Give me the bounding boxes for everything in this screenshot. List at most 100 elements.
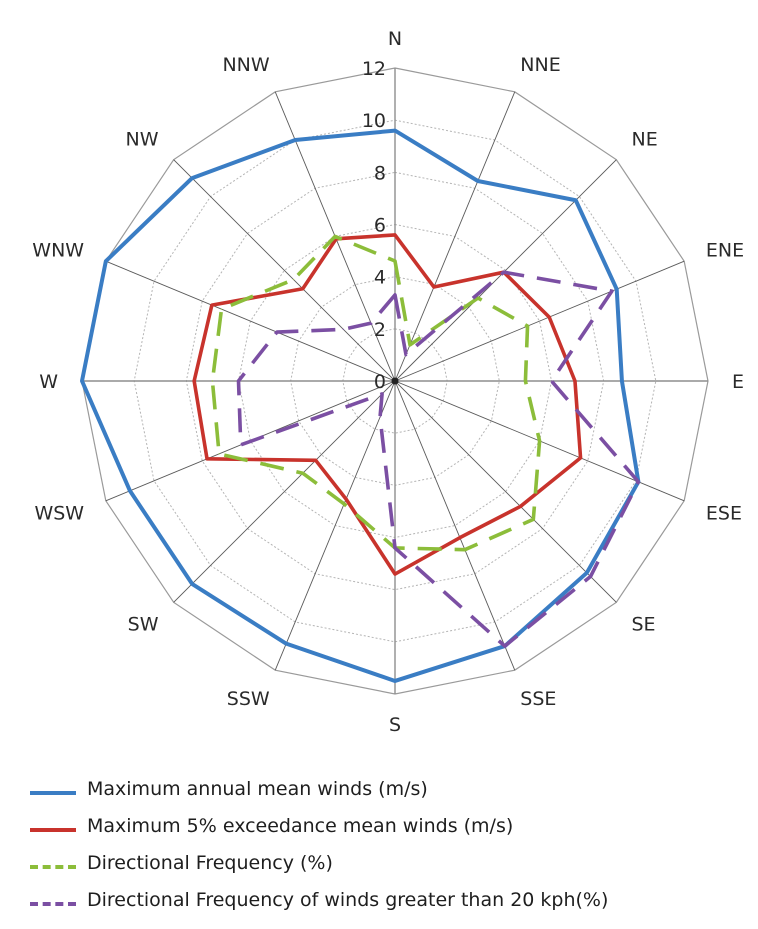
- direction-label-sw: SW: [128, 614, 159, 636]
- direction-label-ene: ENE: [706, 240, 744, 262]
- direction-labels: N NNE NE ENE E ESE SE SSE S SSW SW WSW W WNW NW NNW: [32, 28, 744, 736]
- direction-label-s: S: [389, 714, 401, 736]
- series-point-sse: [464, 549, 466, 551]
- series-point-nne: [409, 344, 411, 346]
- legend-label-exceedance: Maximum 5% exceedance mean winds (m/s): [87, 815, 514, 837]
- series-point-ene: [611, 290, 613, 292]
- direction-label-nw: NW: [126, 129, 159, 151]
- radial-tick-label: 4: [374, 267, 386, 289]
- series-point-sw: [381, 393, 383, 395]
- series-point-nw: [191, 177, 193, 179]
- series-point-se: [586, 572, 588, 574]
- series-point-ene: [526, 325, 529, 327]
- legend-label-annual-mean: Maximum annual mean winds (m/s): [87, 778, 428, 800]
- series-point-ssw: [343, 503, 345, 505]
- series-point-n: [394, 294, 396, 296]
- series-point-w: [237, 380, 240, 382]
- grid-spoke-ssw: [274, 380, 396, 671]
- series-point-nne: [433, 286, 435, 288]
- series-point-wsw: [240, 444, 242, 446]
- grid-spoke-nne: [394, 91, 516, 382]
- series-point-nnw: [334, 235, 336, 238]
- series-line: [192, 233, 583, 576]
- series-maximum-5-exceedance-mean-winds-m-s: [192, 233, 583, 576]
- legend-swatch-exceedance: [30, 828, 76, 832]
- legend-swatch-frequency: [30, 865, 76, 869]
- series-point-ese: [579, 457, 582, 459]
- series-point-w: [81, 380, 83, 382]
- grid-ring: [133, 119, 657, 643]
- series-point-n: [394, 130, 396, 132]
- grid-spoke-sse: [394, 380, 516, 671]
- series-point-se: [589, 575, 592, 578]
- grid-spoke-se: [394, 380, 617, 603]
- series-point-sw: [315, 459, 317, 461]
- series-point-ne: [503, 271, 505, 273]
- series-point-se: [532, 518, 534, 520]
- legend-item-exceedance: Maximum 5% exceedance mean winds (m/s): [30, 811, 750, 848]
- series-point-wsw: [206, 458, 208, 460]
- radial-tick-label: 12: [362, 58, 386, 80]
- series-point-nw: [302, 288, 304, 290]
- legend-swatch-frequency-20kph: [30, 902, 76, 906]
- series-point-ene: [616, 288, 618, 290]
- direction-label-e: E: [732, 371, 744, 393]
- grid-ring: [185, 171, 605, 591]
- series-point-nnw: [370, 322, 372, 324]
- series-point-wnw: [211, 304, 213, 306]
- radial-tick-label: 0: [374, 371, 386, 393]
- direction-label-w: W: [39, 371, 58, 393]
- legend-label-frequency-20kph: Directional Frequency of winds greater t…: [87, 889, 609, 911]
- series-point-nw: [342, 328, 344, 330]
- direction-label-ese: ESE: [706, 502, 742, 524]
- legend-item-annual-mean: Maximum annual mean winds (m/s): [30, 774, 750, 811]
- series-point-w: [193, 380, 195, 382]
- series-point-wnw: [276, 331, 278, 333]
- radial-tick-label: 2: [374, 319, 386, 341]
- legend: Maximum annual mean winds (m/s) Maximum …: [30, 774, 750, 922]
- series-point-ssw: [285, 643, 287, 645]
- series-point-se: [519, 505, 522, 508]
- series-point-wsw: [129, 490, 131, 492]
- radar-grid: [81, 67, 709, 695]
- series-point-sw: [302, 472, 304, 474]
- direction-label-ne: NE: [632, 129, 658, 151]
- series-point-s: [394, 573, 396, 575]
- series-point-nne: [477, 180, 479, 182]
- direction-label-sse: SSE: [520, 688, 556, 710]
- series-point-nnw: [294, 139, 296, 141]
- direction-label-wsw: WSW: [34, 502, 84, 524]
- legend-item-frequency: Directional Frequency (%): [30, 848, 750, 885]
- series-directional-frequency-of-winds-greater-than-20-kph: [236, 270, 641, 648]
- series-point-w: [211, 380, 214, 382]
- series-point-ese: [538, 440, 541, 442]
- grid-spoke-ene: [394, 260, 685, 382]
- series-group: [80, 128, 641, 683]
- series-point-nw: [292, 278, 295, 281]
- direction-label-ssw: SSW: [227, 688, 270, 710]
- direction-label-wnw: WNW: [32, 240, 84, 262]
- grid-spoke-nw: [173, 159, 396, 382]
- legend-item-frequency-20kph: Directional Frequency of winds greater t…: [30, 885, 750, 922]
- series-point-e: [621, 380, 623, 382]
- direction-label-n: N: [388, 28, 402, 50]
- grid-spoke-ne: [394, 159, 617, 382]
- series-point-nne: [405, 353, 407, 356]
- series-point-wsw: [218, 453, 220, 455]
- series-point-ese: [637, 481, 639, 483]
- direction-label-nnw: NNW: [222, 54, 269, 76]
- series-point-s: [394, 680, 396, 682]
- radial-tick-label: 10: [362, 110, 386, 132]
- series-point-s: [394, 547, 396, 549]
- grid-spoke-sw: [173, 380, 396, 603]
- legend-swatch-annual-mean: [30, 791, 76, 795]
- series-point-sw: [191, 583, 193, 585]
- series-point-sse: [459, 537, 461, 539]
- radial-tick-label: 8: [374, 162, 386, 184]
- wind-rose-chart: 0 2 4 6 8 10 12 N NNE NE ENE E ESE SE SSE S SSW SW WSW W WN…: [32, 28, 744, 736]
- series-point-wnw: [105, 260, 107, 262]
- direction-label-nne: NNE: [520, 54, 560, 76]
- series-point-ssw: [379, 416, 381, 418]
- radial-tick-labels: 0 2 4 6 8 10 12: [362, 58, 386, 393]
- series-point-ne: [575, 199, 577, 201]
